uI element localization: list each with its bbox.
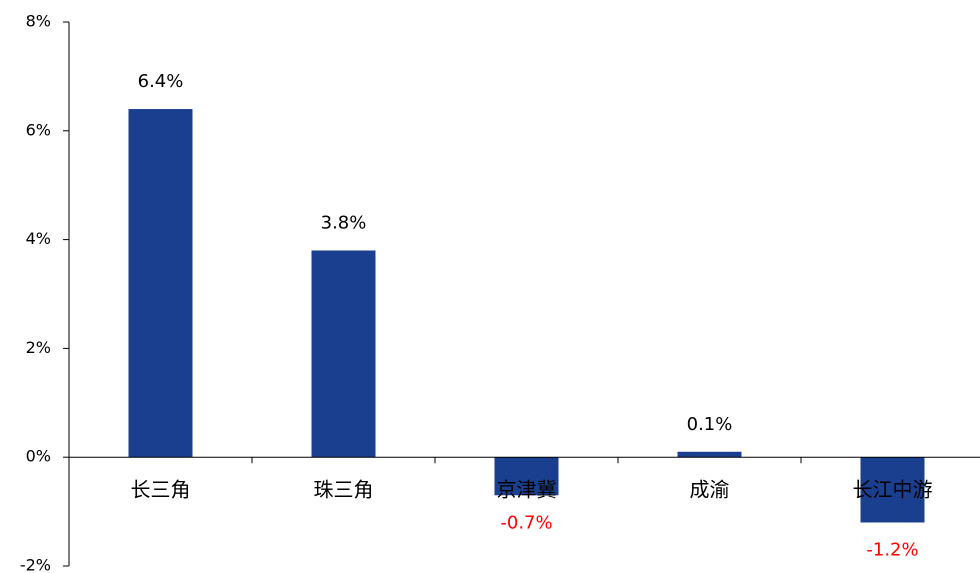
value-label: 6.4%	[138, 71, 184, 92]
x-tick-label: 长江中游	[853, 478, 933, 502]
bar	[860, 457, 925, 523]
x-tick-label: 京津冀	[497, 478, 557, 502]
value-label: -0.7%	[500, 512, 552, 533]
bar	[311, 250, 376, 458]
value-label: -1.2%	[866, 539, 918, 560]
value-label: 0.1%	[687, 414, 733, 435]
y-tick-label: -2%	[20, 556, 51, 573]
y-tick-label: 4%	[26, 229, 51, 248]
bar	[128, 109, 193, 458]
y-tick-label: 8%	[26, 12, 51, 31]
y-tick-label: 6%	[26, 120, 51, 139]
y-tick-label: 0%	[26, 447, 51, 466]
bar	[677, 451, 742, 458]
value-label: 3.8%	[321, 212, 367, 233]
x-tick-label: 珠三角	[314, 478, 374, 502]
x-tick-label: 长三角	[131, 478, 191, 502]
y-tick-label: 2%	[26, 338, 51, 357]
x-tick-label: 成渝	[690, 478, 730, 502]
bar	[494, 457, 559, 496]
